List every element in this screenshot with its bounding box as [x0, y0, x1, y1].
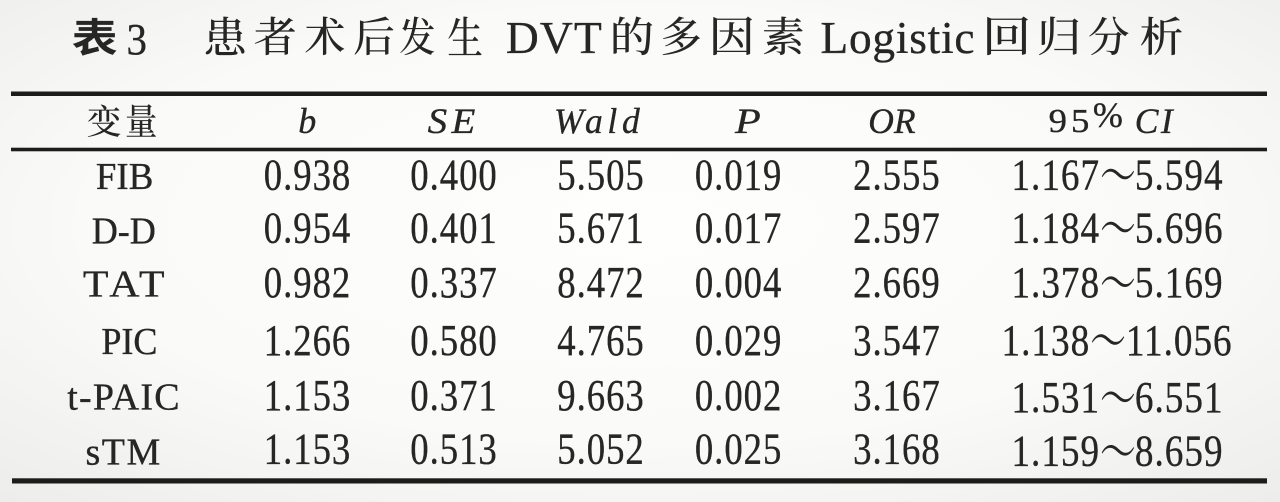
svg-text:1.531: 1.531 [1011, 372, 1100, 422]
svg-text:FIB: FIB [96, 156, 153, 198]
svg-text:0.019: 0.019 [695, 149, 783, 199]
svg-text:Logistic: Logistic [820, 13, 975, 63]
svg-text:8.659: 8.659 [1135, 425, 1224, 475]
svg-text:5.696: 5.696 [1135, 202, 1224, 252]
svg-text:Wald: Wald [554, 101, 644, 141]
svg-text:95: 95 [1049, 101, 1094, 139]
svg-text:1.153: 1.153 [264, 423, 352, 473]
svg-text:3.167: 3.167 [853, 369, 941, 419]
svg-text:5.052: 5.052 [557, 423, 645, 473]
svg-text:1.138: 1.138 [1002, 315, 1091, 365]
svg-text:P: P [734, 102, 761, 142]
svg-text:1.378: 1.378 [1011, 257, 1100, 307]
svg-text:%: % [1093, 95, 1123, 135]
svg-text:0.337: 0.337 [410, 257, 498, 307]
svg-text:0.017: 0.017 [695, 202, 783, 252]
svg-text:0.025: 0.025 [695, 423, 783, 473]
svg-text:CI: CI [1135, 101, 1176, 141]
svg-text:0.982: 0.982 [264, 257, 352, 307]
svg-text:1.266: 1.266 [264, 314, 352, 364]
svg-text:0.938: 0.938 [264, 149, 352, 199]
svg-text:3: 3 [126, 15, 146, 64]
svg-text:0.580: 0.580 [410, 314, 498, 364]
svg-text:DVT: DVT [506, 12, 603, 63]
svg-text:3.547: 3.547 [853, 314, 941, 364]
svg-text:6.551: 6.551 [1135, 372, 1224, 422]
svg-text:5.594: 5.594 [1135, 149, 1224, 199]
svg-text:0.002: 0.002 [695, 369, 783, 419]
svg-text:0.004: 0.004 [695, 257, 783, 307]
svg-text:t-PAIC: t-PAIC [67, 376, 181, 418]
svg-text:1.159: 1.159 [1011, 425, 1100, 475]
svg-text:0.400: 0.400 [410, 149, 498, 199]
svg-text:3.168: 3.168 [853, 423, 941, 473]
svg-text:2.669: 2.669 [853, 257, 941, 307]
svg-text:OR: OR [868, 101, 916, 141]
svg-text:TAT: TAT [83, 262, 169, 305]
svg-text:0.029: 0.029 [695, 314, 783, 364]
svg-text:5.169: 5.169 [1135, 257, 1224, 307]
svg-text:0.954: 0.954 [264, 202, 352, 252]
svg-text:2.597: 2.597 [853, 202, 941, 252]
svg-text:b: b [298, 101, 316, 141]
svg-text:0.401: 0.401 [410, 202, 498, 252]
svg-text:D-D: D-D [92, 210, 156, 252]
svg-text:8.472: 8.472 [557, 257, 645, 307]
svg-text:sTM: sTM [85, 431, 161, 473]
svg-text:11.056: 11.056 [1126, 315, 1233, 365]
svg-text:0.371: 0.371 [410, 369, 498, 419]
svg-text:PIC: PIC [101, 321, 157, 363]
svg-text:4.765: 4.765 [557, 314, 645, 364]
svg-text:SE: SE [428, 103, 480, 142]
svg-text:1.167: 1.167 [1011, 149, 1100, 199]
svg-text:5.671: 5.671 [557, 202, 645, 252]
svg-text:9.663: 9.663 [557, 369, 645, 419]
svg-text:5.505: 5.505 [557, 149, 645, 199]
svg-text:0.513: 0.513 [410, 423, 498, 473]
svg-text:2.555: 2.555 [853, 149, 941, 199]
svg-text:1.184: 1.184 [1011, 202, 1100, 252]
svg-text:1.153: 1.153 [264, 369, 352, 419]
